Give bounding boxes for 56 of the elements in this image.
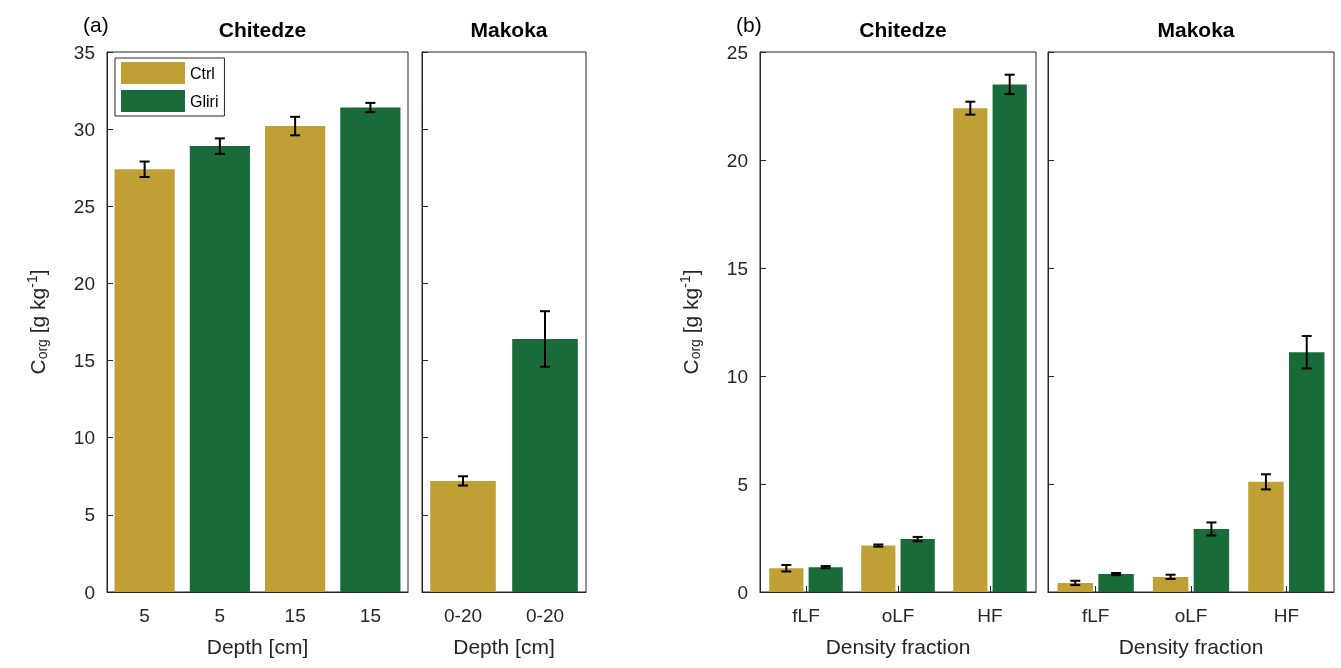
x-axis-title: Density fraction	[1118, 635, 1264, 658]
x-tick-label: oLF	[1174, 605, 1208, 626]
bar	[1193, 528, 1230, 592]
y-tick-label: 10	[726, 365, 748, 387]
y-tick-label: 15	[726, 257, 748, 279]
chart-title: Makoka	[470, 18, 548, 41]
y-axis-title: Corg [g kg-1]	[677, 269, 703, 375]
y-tick-label: 20	[73, 272, 95, 294]
y-tick-label: 5	[84, 504, 95, 526]
legend-label: Gliri	[190, 92, 219, 110]
bar	[114, 169, 175, 592]
text: (b)	[736, 13, 762, 36]
bar	[992, 84, 1027, 592]
y-tick-label: 35	[73, 41, 95, 63]
bar	[1248, 481, 1284, 592]
y-tick-label: 20	[726, 149, 748, 171]
bar	[1288, 352, 1325, 592]
x-tick-label: 0-20	[525, 605, 565, 626]
y-tick-label: 0	[737, 581, 748, 603]
y-tick-label: 15	[73, 350, 95, 372]
x-tick-label: 15	[359, 605, 381, 626]
x-tick-label: 0-20	[443, 605, 483, 626]
bar	[189, 146, 250, 592]
x-tick-label: 15	[284, 605, 306, 626]
y-tick-label: 25	[73, 195, 95, 217]
x-tick-label: fLF	[792, 605, 820, 626]
y-tick-label: 0	[84, 581, 95, 603]
x-axis-title: Depth [cm]	[206, 635, 309, 658]
x-tick-label: 5	[214, 605, 226, 626]
x-tick-label: 5	[139, 605, 150, 626]
bar	[340, 107, 401, 592]
bar	[808, 567, 843, 592]
text: (a)	[83, 13, 109, 36]
y-tick-label: 25	[726, 41, 748, 63]
bar	[265, 126, 326, 592]
chart-title: Makoka	[1157, 18, 1235, 41]
bar	[1152, 576, 1189, 592]
bar	[953, 108, 988, 592]
x-axis-title: Density fraction	[825, 635, 971, 658]
x-tick-label: HF	[1273, 605, 1299, 626]
x-axis-title: Depth [cm]	[453, 635, 555, 658]
x-tick-label: oLF	[881, 605, 915, 626]
y-axis-title: Corg [g kg-1]	[24, 269, 50, 375]
bar	[769, 568, 804, 592]
bar	[861, 545, 896, 592]
y-tick-label: 10	[73, 427, 95, 449]
x-tick-label: fLF	[1081, 605, 1110, 626]
bar	[1057, 582, 1094, 592]
legend-label: Ctrl	[190, 64, 215, 82]
x-tick-label: HF	[977, 605, 1003, 626]
chart-title: Chitedze	[859, 18, 947, 41]
bar	[1098, 574, 1134, 592]
y-tick-label: 5	[737, 473, 748, 495]
bar	[900, 539, 935, 592]
y-tick-label: 30	[73, 118, 95, 140]
chart-title: Chitedze	[218, 18, 307, 41]
